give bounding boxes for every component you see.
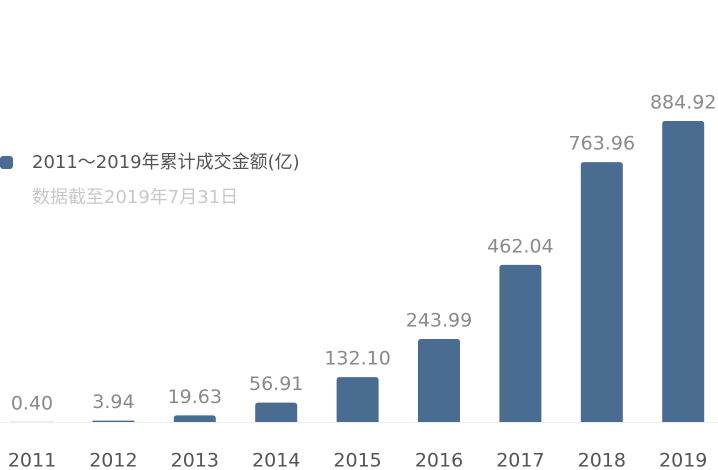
value-label: 132.10 <box>324 348 390 370</box>
value-label: 56.91 <box>249 373 303 395</box>
value-label: 763.96 <box>569 133 635 155</box>
x-tick-label: 2018 <box>578 450 626 470</box>
value-label: 462.04 <box>487 235 553 257</box>
bar <box>662 121 705 422</box>
x-tick-label: 2016 <box>415 450 463 470</box>
value-label: 19.63 <box>168 386 222 408</box>
value-label: 0.40 <box>11 392 53 414</box>
bar <box>580 162 623 422</box>
x-tick-label: 2017 <box>496 450 544 470</box>
bar <box>255 402 298 422</box>
x-tick-label: 2015 <box>333 450 381 470</box>
x-tick-label: 2014 <box>252 450 300 470</box>
subtitle: 数据截至2019年7月31日 <box>32 187 238 208</box>
value-label: 884.92 <box>650 92 716 114</box>
bar <box>336 377 379 422</box>
value-label: 3.94 <box>92 391 134 413</box>
x-tick-label: 2013 <box>171 450 219 470</box>
x-tick-label: 2011 <box>8 450 56 470</box>
legend-swatch <box>0 156 13 169</box>
x-tick-label: 2019 <box>659 450 707 470</box>
bar <box>418 339 460 422</box>
value-label: 243.99 <box>406 310 472 332</box>
bar <box>92 420 135 422</box>
legend-label: 2011～2019年累计成交金额(亿) <box>32 152 300 173</box>
x-tick-label: 2012 <box>89 450 137 470</box>
bar <box>173 415 216 422</box>
bar <box>499 264 542 422</box>
